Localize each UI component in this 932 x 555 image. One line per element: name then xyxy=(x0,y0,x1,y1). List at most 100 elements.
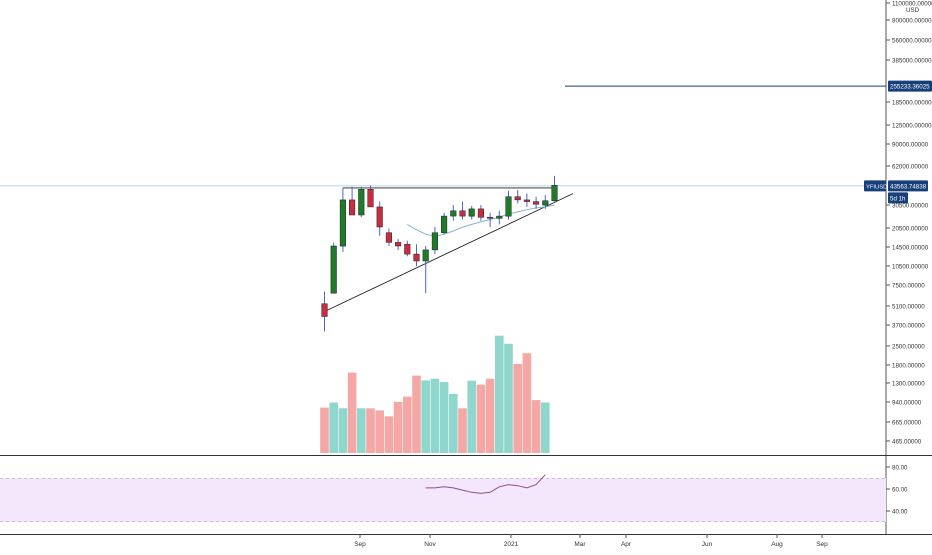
volume-bar xyxy=(320,407,329,453)
price-tick-label: 665.00000 xyxy=(892,420,922,427)
time-axis-label: Apr xyxy=(621,541,632,548)
price-tick-label: 1100000.00000 xyxy=(892,1,932,8)
volume-bar xyxy=(375,410,384,453)
candle xyxy=(487,212,494,228)
price-tick-label: 2500.00000 xyxy=(892,344,925,351)
volume-bar xyxy=(485,378,495,453)
rsi-tick-label: 80.00 xyxy=(892,465,908,472)
price-tick-label: 125000.00000 xyxy=(892,123,932,130)
last-price-label-text: 43563.74838 xyxy=(890,183,927,190)
volume-bar xyxy=(449,393,458,453)
countdown-bg xyxy=(888,192,908,204)
candle-body-up xyxy=(551,185,558,201)
candle-body-down xyxy=(349,199,356,216)
volume-bar xyxy=(531,400,541,453)
time-axis-label: 2021 xyxy=(504,541,519,548)
volume-bar xyxy=(541,402,550,453)
candle-body-down xyxy=(321,303,328,317)
candle-body-down xyxy=(404,243,411,255)
candle xyxy=(441,212,448,235)
candle xyxy=(413,244,420,267)
candle xyxy=(551,175,558,202)
price-tick-label: 90000.00000 xyxy=(892,142,929,149)
time-axis-label: Jun xyxy=(702,541,713,548)
candle xyxy=(542,195,549,209)
price-tick-label: 185000.00000 xyxy=(892,100,932,107)
candles[interactable] xyxy=(321,175,558,332)
rsi-band xyxy=(0,478,886,522)
candle xyxy=(505,190,512,220)
candle xyxy=(468,206,475,220)
axis-labels: 1100000.00000 800000.00000 560000.00000 385… xyxy=(354,1,932,548)
candle xyxy=(422,246,429,294)
price-tick-label: 385000.00000 xyxy=(892,58,932,65)
volume-bar xyxy=(384,416,394,453)
candle-body-up xyxy=(422,249,429,262)
symbol-tag-bg xyxy=(864,180,886,192)
candle-body-down xyxy=(385,232,392,243)
volume-bar xyxy=(329,402,338,453)
volume-bar xyxy=(522,353,532,453)
candle xyxy=(339,187,346,252)
candle-body-up xyxy=(330,245,337,294)
volume-bar xyxy=(504,343,513,453)
candle-body-up xyxy=(441,215,448,233)
candle-body-up xyxy=(450,210,457,217)
price-tick-label: 1800.00000 xyxy=(892,363,925,370)
last-price-label-bg xyxy=(888,180,928,192)
price-tick-label: 7500.00000 xyxy=(892,283,925,290)
candle xyxy=(450,205,457,221)
volume-bar xyxy=(403,396,412,453)
countdown-text: 5d 1h xyxy=(890,195,906,202)
candle xyxy=(533,196,540,209)
trendlines[interactable] xyxy=(0,85,886,312)
volume-bar xyxy=(439,382,449,453)
alert-price-label-bg xyxy=(888,80,932,92)
time-axis-label: Sep xyxy=(354,541,366,548)
volume-bar xyxy=(347,372,357,453)
time-axis-label: Nov xyxy=(424,541,436,548)
time-axis-label: Aug xyxy=(771,541,783,548)
candle-body-up xyxy=(431,232,438,251)
volume-bar xyxy=(513,363,522,453)
price-tick-label: 10500.00000 xyxy=(892,264,929,271)
time-axis-label: Sep xyxy=(816,541,828,548)
candle-body-down xyxy=(367,189,374,208)
candle xyxy=(349,186,356,216)
currency-label: USD xyxy=(906,7,920,14)
price-tick-label: 800000.00000 xyxy=(892,18,932,25)
volume-bars xyxy=(320,335,550,453)
volume-bar xyxy=(421,380,430,453)
volume-bar xyxy=(495,335,504,453)
price-tick-label: 62000.00000 xyxy=(892,164,929,171)
price-tick-label: 5100.00000 xyxy=(892,304,925,311)
candle xyxy=(431,227,438,255)
symbol-tag: YFIUSD xyxy=(864,180,887,192)
candle xyxy=(376,201,383,236)
alert-price-label-text: 255233.36025 xyxy=(890,84,930,91)
candle xyxy=(477,205,484,221)
candle-body-up xyxy=(505,196,512,217)
candle xyxy=(459,201,466,220)
volume-bar xyxy=(412,375,421,453)
price-tick-label: 3700.00000 xyxy=(892,323,925,330)
last-price-label: 43563.74838 xyxy=(888,180,928,192)
candle-body-down xyxy=(395,242,402,247)
price-tick-label: 940.00000 xyxy=(892,400,922,407)
volume-bar xyxy=(357,408,366,453)
candle xyxy=(330,242,337,294)
candle-body-down xyxy=(477,208,484,218)
volume-bar xyxy=(338,408,348,453)
price-tick-label: 20500.00000 xyxy=(892,226,929,233)
price-tick-label: 465.00000 xyxy=(892,439,922,446)
candle xyxy=(496,210,503,225)
candle-body-up xyxy=(468,208,475,217)
volume-bar xyxy=(467,380,476,453)
candle xyxy=(367,185,374,208)
price-tick-label: 1300.00000 xyxy=(892,381,925,388)
moving-average-line xyxy=(407,204,555,237)
candle xyxy=(523,193,530,207)
price-axis-group xyxy=(0,0,932,535)
